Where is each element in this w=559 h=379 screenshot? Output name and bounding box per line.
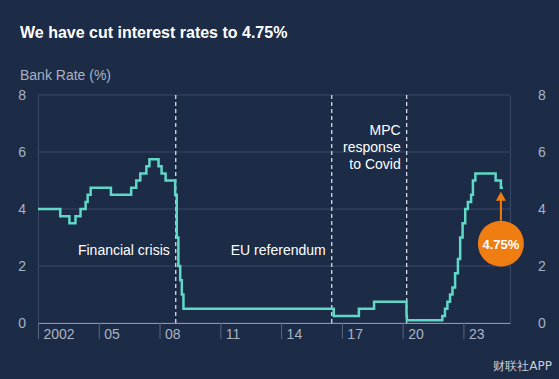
tick-mark [281, 323, 282, 339]
tick-label: 2 [538, 258, 546, 274]
tick: 14 [282, 323, 303, 342]
tick-label: 23 [469, 326, 485, 342]
tick-label: 11 [226, 326, 241, 342]
tick: 0 [18, 315, 38, 331]
tick-label: 4 [18, 201, 26, 217]
tick-mark [463, 323, 464, 339]
tick-label: 6 [18, 144, 26, 160]
title: We have cut interest rates to 4.75% [20, 24, 287, 41]
tick-label: 2002 [44, 326, 75, 342]
grid-line [38, 266, 510, 267]
tick: 0 [510, 315, 546, 331]
tick: 2 [18, 258, 38, 274]
tick: 8 [510, 87, 546, 103]
tick-label: 8 [18, 87, 26, 103]
event-label: response [343, 139, 401, 155]
tick-label: 4 [538, 201, 546, 217]
x-axis: 2002 05 08 11 14 17 20 23 [39, 323, 511, 342]
tick: 05 [99, 323, 120, 342]
tick: 08 [160, 323, 181, 342]
chart: We have cut interest rates to 4.75% Bank … [0, 0, 559, 379]
tick: 17 [342, 323, 363, 342]
tick-mark [160, 323, 161, 339]
events: Financial crisis EU referendum MPCresponse… [78, 95, 407, 323]
tick: 8 [18, 87, 38, 103]
tick-label: 14 [287, 326, 303, 342]
background [0, 0, 559, 379]
tick-label: 08 [165, 326, 181, 342]
watermark: 财联社APP [493, 359, 552, 373]
tick: 6 [18, 144, 38, 160]
grid [38, 95, 510, 323]
rate-line [38, 159, 503, 320]
grid-line [38, 209, 510, 210]
tick-mark [220, 323, 221, 339]
annotation: 4.75% [478, 192, 524, 267]
event-label: to Covid [349, 156, 400, 172]
tick-mark [403, 323, 404, 339]
axis-line [510, 96, 511, 324]
annotation-label: 4.75% [482, 237, 519, 252]
tick-label: 2 [18, 258, 26, 274]
tick-label: 6 [538, 144, 546, 160]
tick-mark [38, 323, 39, 339]
tick: 20 [403, 323, 424, 342]
tick: 6 [510, 144, 546, 160]
tick-label: 17 [347, 326, 363, 342]
event-line [331, 95, 332, 323]
tick-mark [342, 323, 343, 339]
grid-line [38, 152, 510, 153]
event-label: MPC [370, 122, 401, 138]
event-label: EU referendum [231, 242, 326, 258]
annotation-arrowhead [496, 192, 506, 201]
tick-mark [99, 323, 100, 339]
y-axis-right: 0 2 4 6 8 [510, 87, 546, 331]
tick-label: 20 [408, 326, 424, 342]
y-axis-left: 0 2 4 6 8 [18, 87, 38, 331]
tick: 4 [18, 201, 38, 217]
tick-label: 0 [538, 315, 546, 331]
tick-label: 0 [18, 315, 26, 331]
event-line [406, 95, 407, 323]
annotation-arrow [500, 200, 502, 221]
axis-line [39, 323, 511, 324]
grid-line [38, 323, 510, 324]
tick: 2002 [39, 323, 75, 342]
tick-label: 05 [104, 326, 120, 342]
annotation-circle [478, 221, 524, 267]
y-axis-title: Bank Rate (%) [20, 67, 111, 83]
plot-area [38, 159, 503, 320]
grid-line [38, 95, 510, 96]
tick: 4 [510, 201, 546, 217]
tick: 11 [221, 323, 241, 342]
event-label: Financial crisis [78, 242, 170, 258]
tick: 23 [464, 323, 485, 342]
tick-label: 8 [538, 87, 546, 103]
